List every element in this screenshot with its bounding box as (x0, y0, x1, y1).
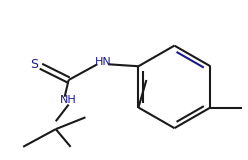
Text: HN: HN (95, 57, 112, 67)
Text: NH: NH (60, 95, 77, 105)
Text: S: S (30, 58, 38, 71)
